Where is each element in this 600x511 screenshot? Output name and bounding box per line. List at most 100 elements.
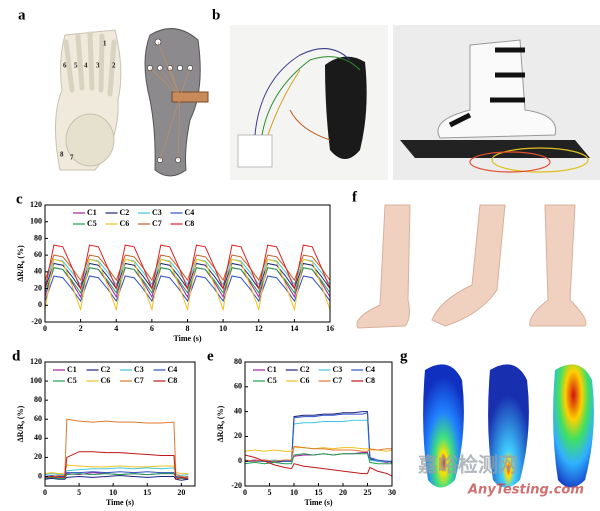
module-photo [237, 134, 273, 168]
y-tick-label: 40 [34, 267, 42, 276]
x-tick-label: 0 [43, 488, 47, 497]
data-line [244, 454, 393, 477]
skeleton-photo [55, 29, 122, 171]
legend-label: C6 [300, 376, 310, 385]
x-tick-label: 8 [186, 324, 190, 333]
data-line [44, 258, 331, 312]
y-tick-label: 120 [30, 200, 42, 209]
legend-label: C1 [67, 365, 77, 374]
y-tick-label: 40 [234, 406, 242, 415]
x-tick-label: 12 [255, 324, 263, 333]
data-line [244, 445, 392, 462]
y-tick-label: 60 [234, 382, 242, 391]
legend-label: C3 [152, 208, 162, 217]
x-tick-label: 5 [77, 488, 81, 497]
panel-label: b [212, 7, 220, 23]
panel-label: e [207, 348, 214, 364]
panel-label: c [16, 191, 23, 207]
y-tick-label: 40 [34, 433, 42, 442]
y-tick-label: 0 [38, 471, 42, 480]
y-tick-label: 20 [34, 283, 42, 292]
panel-label: g [400, 348, 408, 364]
x-tick-label: 25 [364, 488, 372, 497]
y-tick-label: 60 [34, 414, 42, 423]
y-tick-label: 20 [234, 431, 242, 440]
y-tick-label: 0 [38, 300, 42, 309]
bone-label: 6 [63, 62, 67, 70]
y-tick-label: -20 [31, 317, 42, 326]
x-tick-label: 20 [339, 488, 347, 497]
y-tick-label: 20 [34, 452, 42, 461]
bone-label: 5 [74, 62, 78, 70]
legend-label: C5 [267, 376, 277, 385]
bone-label: 1 [103, 40, 107, 48]
y-tick-label: -20 [231, 481, 242, 490]
legend-label: C2 [300, 365, 310, 374]
bone-label: 8 [60, 151, 64, 159]
x-tick-label: 15 [315, 488, 323, 497]
legend-label: C4 [365, 365, 375, 374]
legend-label: C8 [365, 376, 375, 385]
x-tick-label: 0 [43, 324, 47, 333]
wire-loop [469, 151, 551, 173]
y-axis-label: ΔR/R₀ (%) [16, 245, 25, 282]
wire-loop [491, 147, 589, 173]
x-tick-label: 6 [150, 324, 154, 333]
data-line [44, 275, 331, 303]
bone-label: 3 [96, 62, 100, 70]
y-tick-label: 60 [34, 250, 42, 259]
data-line [45, 418, 189, 478]
x-tick-label: 20 [177, 488, 185, 497]
legend-label: C7 [134, 376, 144, 385]
y-tick-label: 80 [34, 233, 42, 242]
x-tick-label: 30 [388, 488, 396, 497]
x-tick-label: 15 [143, 488, 151, 497]
legend-label: C4 [185, 208, 195, 217]
data-line [244, 447, 393, 452]
x-axis-label: Time (s) [106, 498, 134, 507]
insole-diagram [144, 28, 209, 177]
bone-label: 2 [112, 62, 116, 70]
data-line [44, 451, 189, 480]
panel-label: a [18, 7, 26, 23]
data-line [44, 254, 331, 282]
x-tick-label: 2 [79, 324, 83, 333]
y-tick-label: 80 [34, 395, 42, 404]
legend-label: C3 [333, 365, 343, 374]
x-tick-label: 10 [219, 324, 227, 333]
x-tick-label: 14 [290, 324, 298, 333]
data-line [44, 474, 189, 481]
bone-label: 7 [70, 154, 74, 162]
y-tick-label: 120 [30, 357, 42, 366]
y-axis-label: ΔR/R₀ (%) [216, 405, 225, 442]
x-tick-label: 10 [290, 488, 298, 497]
bone-label: 4 [84, 62, 88, 70]
legend-label: C1 [267, 365, 277, 374]
legend-label: C1 [87, 208, 97, 217]
x-tick-label: 16 [326, 324, 334, 333]
watermark: AnyTesting.com [467, 483, 584, 498]
legend-label: C6 [120, 219, 130, 228]
platform [400, 140, 590, 158]
x-axis-label: Time (s) [304, 498, 332, 507]
legend-label: C2 [101, 365, 111, 374]
insole-photo [325, 56, 367, 159]
legend-label: C4 [168, 365, 178, 374]
y-tick-label: 80 [234, 357, 242, 366]
data-line [44, 473, 189, 479]
x-tick-label: 4 [114, 324, 118, 333]
y-axis-label: ΔR/R₀ (%) [16, 405, 25, 442]
x-tick-label: 0 [243, 488, 247, 497]
pressure-maps [423, 364, 594, 488]
legend-label: C8 [185, 219, 195, 228]
legend-label: C5 [87, 219, 97, 228]
watermark: 嘉峪检测网 [417, 453, 518, 477]
legend-label: C5 [67, 376, 77, 385]
legend-label: C7 [152, 219, 162, 228]
data-line [244, 453, 392, 465]
panel-label: f [352, 189, 358, 205]
legend-label: C2 [120, 208, 130, 217]
wires [254, 48, 361, 141]
